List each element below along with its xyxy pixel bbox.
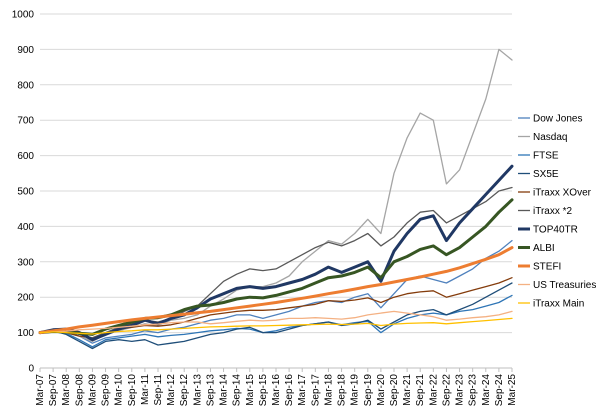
y-tick-label: 1000 <box>12 10 35 21</box>
series-line-us-treasuries <box>39 310 513 334</box>
x-tick-label: Mar-18 <box>323 374 334 406</box>
x-tick-label: Mar-08 <box>61 374 72 406</box>
x-tick-label: Sep-12 <box>179 374 190 407</box>
x-tick-label: Sep-21 <box>415 374 426 407</box>
y-tick-label: 500 <box>17 187 34 198</box>
x-tick-label: Mar-11 <box>140 374 151 405</box>
x-tick-label: Mar-21 <box>402 374 413 406</box>
legend: Dow Jones Nasdaq FTSE SX5E iTraxx XOver iTrax… <box>518 114 596 310</box>
x-tick-label: Sep-15 <box>258 374 269 407</box>
legend-label-albi: ALBI <box>533 243 555 254</box>
x-tick-label: Sep-08 <box>74 374 85 407</box>
y-tick-label: 700 <box>17 116 34 127</box>
legend-label-nasdaq: Nasdaq <box>533 132 567 143</box>
x-tick-label: Mar-12 <box>166 374 177 406</box>
series-line-top40tr <box>38 164 514 342</box>
legend-label-stefi: STEFI <box>533 262 561 273</box>
x-tick-label: Mar-23 <box>455 374 466 406</box>
series-line-albi <box>38 198 514 336</box>
x-tick-label: Sep-18 <box>337 374 348 407</box>
x-tick-label: Sep-20 <box>389 374 400 407</box>
legend-label-itraxx-xover: iTraxx XOver <box>533 188 592 199</box>
legend-label-itraxx-main: iTraxx Main <box>533 299 584 310</box>
y-tick-label: 900 <box>17 45 34 56</box>
y-tick-label: 200 <box>17 293 34 304</box>
series-lines <box>38 48 514 350</box>
y-tick-label: 300 <box>17 257 34 268</box>
x-tick-label: Mar-24 <box>481 374 492 406</box>
x-tick-label: Sep-22 <box>441 374 452 407</box>
x-tick-label: Sep-09 <box>101 374 112 407</box>
legend-label-sx5e: SX5E <box>533 169 559 180</box>
x-tick-label: Mar-13 <box>192 374 203 406</box>
legend-label-top40tr: TOP40TR <box>533 225 578 236</box>
x-tick-label: Mar-14 <box>219 374 230 406</box>
y-tick-label: 600 <box>17 151 34 162</box>
x-tick-label: Sep-11 <box>153 374 164 406</box>
x-tick-label: Mar-16 <box>271 374 282 406</box>
x-tick-label: Mar-17 <box>297 374 308 406</box>
x-tick-label: Mar-07 <box>35 374 46 406</box>
x-tick-label: Sep-13 <box>205 374 216 407</box>
series-line-sx5e <box>39 282 513 350</box>
x-tick-label: Sep-10 <box>127 374 138 407</box>
x-axis-tick-labels: Mar-07 Sep-07 Mar-08 Sep-08 Mar-09 Sep-09 Mar-… <box>35 368 518 406</box>
x-tick-label: Mar-20 <box>376 374 387 406</box>
series-line-ftse <box>39 294 513 348</box>
y-tick-label: 800 <box>17 80 34 91</box>
x-tick-label: Sep-07 <box>48 374 59 407</box>
y-tick-label: 0 <box>28 364 34 375</box>
x-tick-label: Sep-23 <box>468 374 479 407</box>
x-tick-label: Mar-15 <box>245 374 256 406</box>
x-tick-label: Mar-19 <box>350 374 361 406</box>
y-tick-label: 100 <box>17 328 34 339</box>
series-line-nasdaq <box>39 48 513 343</box>
x-tick-label: Sep-16 <box>284 374 295 407</box>
x-tick-label: Sep-24 <box>494 374 505 407</box>
legend-label-ftse: FTSE <box>533 151 559 162</box>
x-tick-label: Mar-09 <box>87 374 98 406</box>
x-tick-label: Mar-10 <box>114 374 125 406</box>
gridlines <box>40 13 512 334</box>
legend-label-itraxx-2: iTraxx *2 <box>533 206 573 217</box>
x-tick-label: Mar-25 <box>507 374 518 406</box>
legend-label-us-treasuries: US Treasuries <box>533 280 596 291</box>
y-axis-tick-labels: 0 100 200 300 400 500 600 700 800 900 1000 <box>12 10 35 375</box>
y-tick-label: 400 <box>17 222 34 233</box>
legend-label-dow-jones: Dow Jones <box>533 114 582 125</box>
x-tick-label: Sep-19 <box>363 374 374 407</box>
series-line-dow-jones <box>39 239 513 344</box>
x-tick-label: Sep-17 <box>310 374 321 407</box>
series-line-stefi <box>38 246 514 335</box>
series-line-itraxx-main <box>39 317 513 335</box>
x-tick-label: Sep-14 <box>232 374 243 407</box>
x-tick-label: Mar-22 <box>428 374 439 406</box>
